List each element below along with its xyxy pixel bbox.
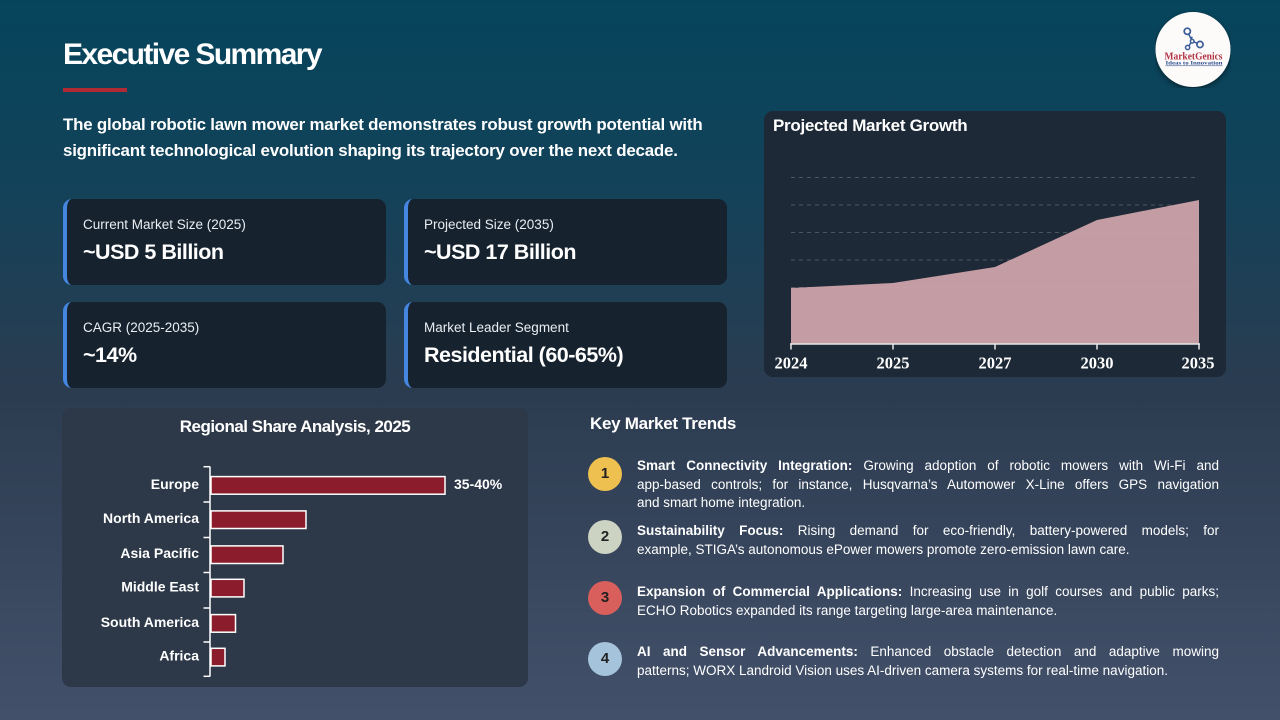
svg-text:Middle East: Middle East xyxy=(121,579,199,595)
svg-text:Ideas to Innovation: Ideas to Innovation xyxy=(1166,61,1223,67)
svg-text:MarketGenics: MarketGenics xyxy=(1165,52,1223,63)
svg-text:South America: South America xyxy=(101,614,199,630)
svg-text:North America: North America xyxy=(103,510,199,526)
svg-text:2025: 2025 xyxy=(877,354,910,373)
svg-text:2035: 2035 xyxy=(1182,354,1215,373)
svg-text:2027: 2027 xyxy=(979,354,1012,373)
svg-text:2030: 2030 xyxy=(1081,354,1114,373)
svg-text:Africa: Africa xyxy=(159,648,199,664)
svg-text:2024: 2024 xyxy=(775,354,808,373)
svg-text:Europe: Europe xyxy=(151,476,199,492)
svg-text:Asia Pacific: Asia Pacific xyxy=(120,545,199,561)
svg-text:35-40%: 35-40% xyxy=(454,476,503,492)
